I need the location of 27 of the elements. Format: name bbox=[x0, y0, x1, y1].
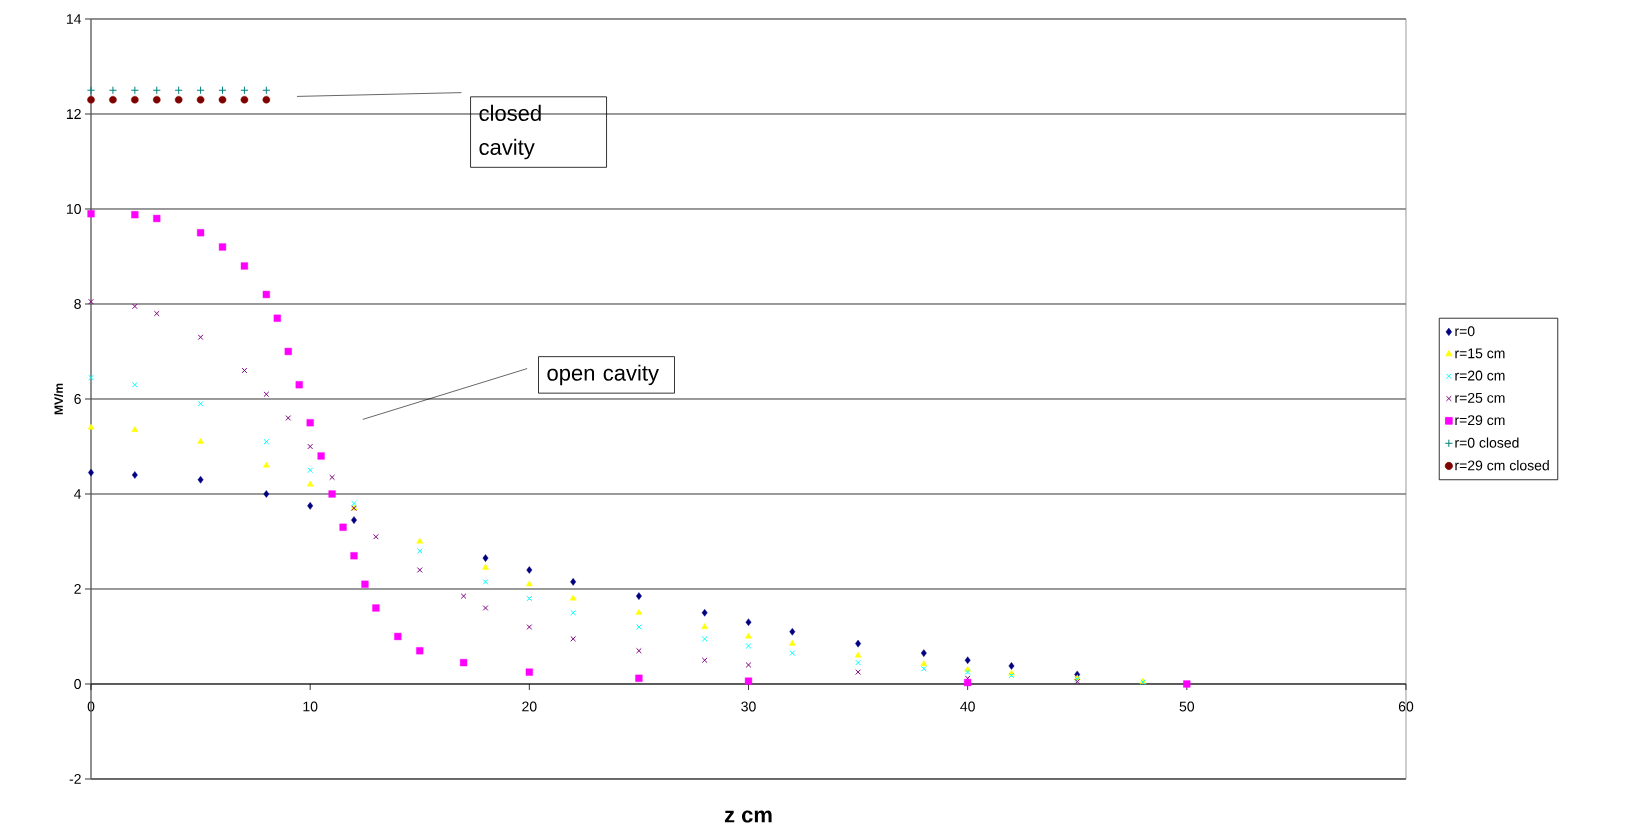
legend-label: r=25 cm bbox=[1455, 392, 1505, 403]
legend-label: r=20 cm bbox=[1455, 370, 1505, 381]
x-tick-label: 30 bbox=[741, 701, 756, 712]
annotation: open cavity bbox=[547, 364, 659, 386]
y-axis-title: MV/m bbox=[54, 383, 64, 415]
legend-label: r=0 bbox=[1455, 326, 1475, 337]
y-tick-label: -2 bbox=[69, 774, 81, 784]
y-tick-label: 0 bbox=[74, 679, 81, 689]
y-tick-label: 14 bbox=[66, 14, 82, 24]
y-tick-label: 2 bbox=[74, 584, 81, 594]
x-tick-label: 40 bbox=[960, 701, 975, 712]
y-tick-label: 10 bbox=[66, 204, 81, 214]
x-axis-title: z cm bbox=[724, 810, 772, 823]
annotation: closed cavity bbox=[479, 104, 541, 160]
x-tick-label: 0 bbox=[87, 701, 95, 712]
legend-label: r=15 cm bbox=[1455, 348, 1505, 359]
y-tick-label: 8 bbox=[74, 299, 81, 309]
x-tick-label: 10 bbox=[303, 701, 318, 712]
x-tick-label: 20 bbox=[522, 701, 537, 712]
y-tick-label: 12 bbox=[66, 109, 81, 119]
legend-label: r=29 cm bbox=[1455, 415, 1505, 426]
x-tick-label: 50 bbox=[1179, 701, 1195, 712]
x-tick-label: 60 bbox=[1398, 701, 1414, 712]
legend-label: r=29 cm closed bbox=[1455, 460, 1549, 471]
y-tick-label: 4 bbox=[74, 489, 82, 499]
y-tick-label: 6 bbox=[74, 394, 81, 404]
legend-label: r=0 closed bbox=[1455, 437, 1519, 448]
